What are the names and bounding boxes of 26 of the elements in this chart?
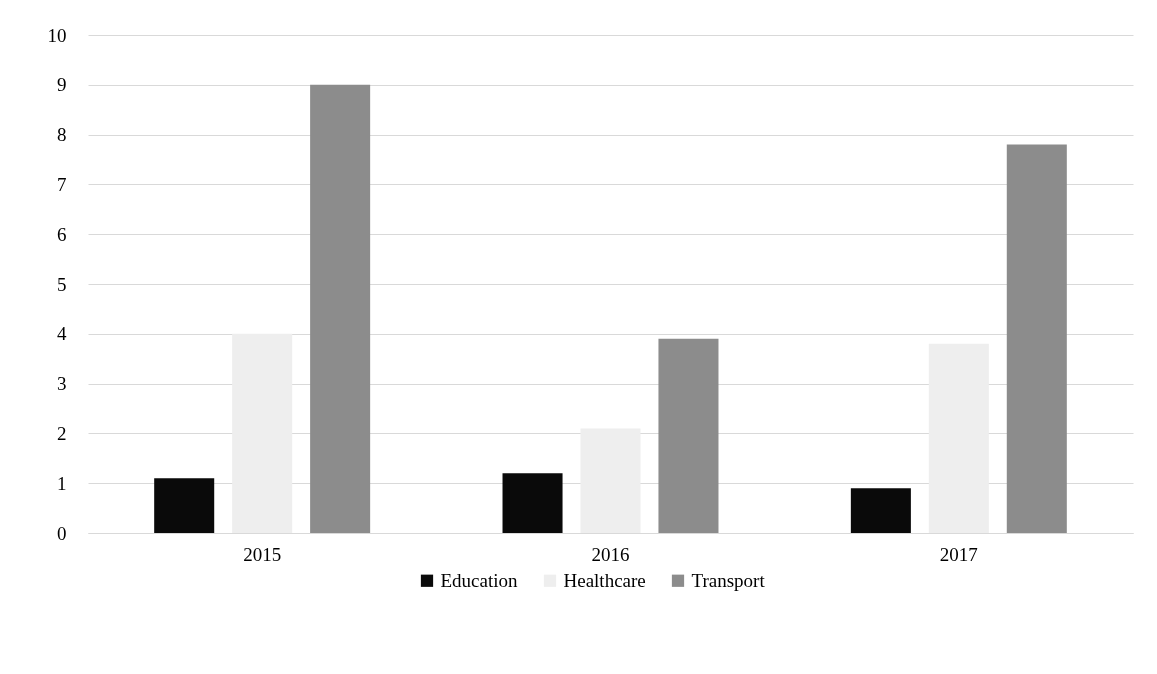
y-tick-label: 9 <box>57 74 67 96</box>
y-tick-label: 1 <box>57 472 67 494</box>
bar <box>928 343 989 533</box>
bar <box>1006 144 1067 533</box>
bar <box>850 488 911 533</box>
y-tick-label: 0 <box>57 522 67 544</box>
x-tick-label: 2015 <box>243 543 282 565</box>
bar <box>232 333 293 533</box>
bar <box>580 428 641 533</box>
bar <box>502 473 563 533</box>
y-tick-label: 6 <box>57 223 67 245</box>
y-tick-label: 5 <box>57 273 67 295</box>
y-tick-label: 10 <box>47 24 67 46</box>
y-tick-label: 2 <box>57 422 67 444</box>
y-tick-label: 3 <box>57 373 67 395</box>
y-tick-label: 7 <box>57 173 67 195</box>
y-tick-label: 8 <box>57 124 67 146</box>
bar <box>154 478 215 533</box>
legend-label: Transport <box>691 569 766 591</box>
legend-label: Healthcare <box>563 569 646 591</box>
y-tick-label: 4 <box>57 323 67 345</box>
bar <box>658 338 719 533</box>
legend-label: Education <box>440 569 519 591</box>
bar <box>310 84 371 533</box>
x-tick-label: 2017 <box>939 543 978 565</box>
x-tick-label: 2016 <box>591 543 630 565</box>
